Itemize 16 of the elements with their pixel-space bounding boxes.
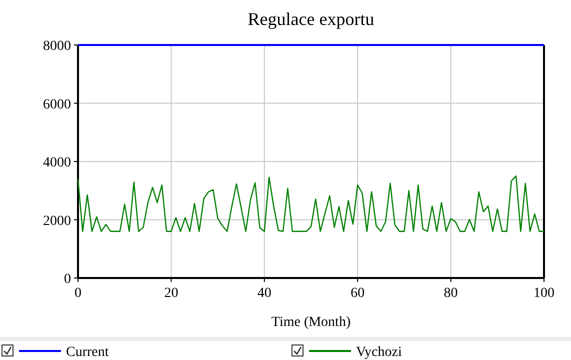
legend-label: Vychozi <box>356 345 402 360</box>
x-tick-label: 60 <box>350 286 365 301</box>
line-series <box>77 175 545 232</box>
y-tick-label: 4000 <box>43 156 71 170</box>
y-tick-label: 2000 <box>43 214 71 229</box>
x-axis-title: Time (Month) <box>271 315 351 330</box>
y-tick-label: 6000 <box>43 97 71 112</box>
legend-label: Current <box>66 345 109 360</box>
x-tick-label: 0 <box>74 286 82 301</box>
y-tick-label: 0 <box>64 272 71 287</box>
x-tick-label: 100 <box>534 286 554 301</box>
x-tick-label: 80 <box>444 286 458 301</box>
chart-title: Regulace exportu <box>248 9 374 29</box>
x-tick-label: 40 <box>257 286 272 301</box>
y-tick-label: 8000 <box>43 39 71 54</box>
x-tick-label: 20 <box>164 286 178 301</box>
